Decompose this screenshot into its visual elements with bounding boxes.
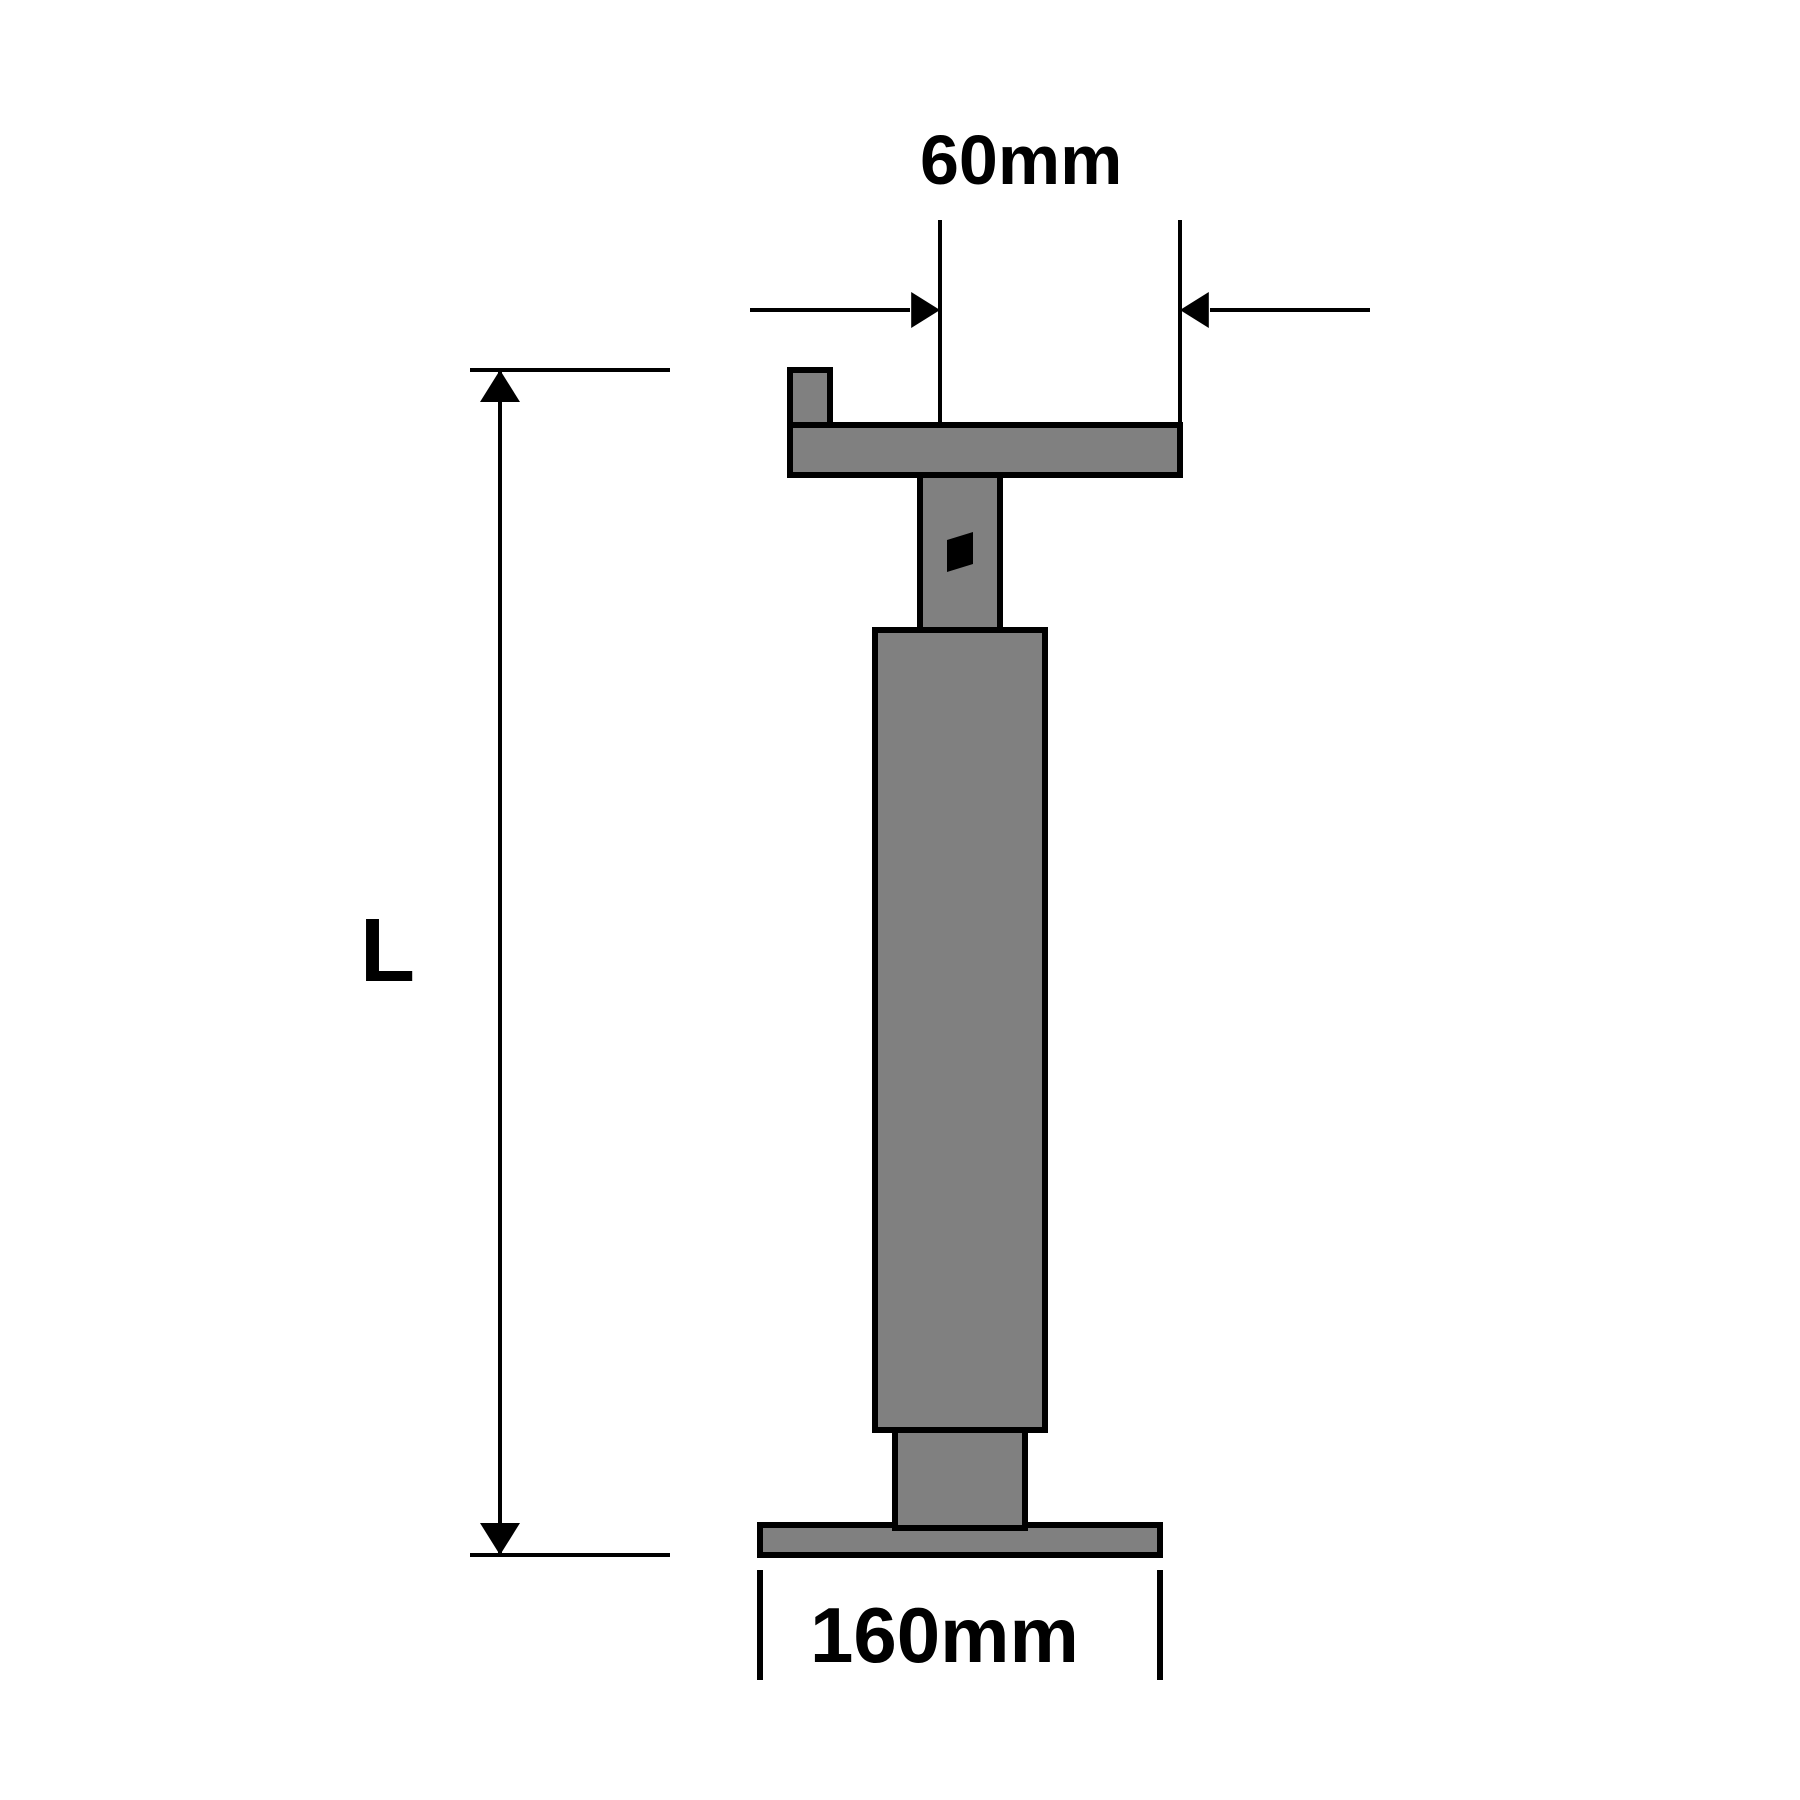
dimension-label-top-width: 60mm bbox=[920, 120, 1122, 200]
diagram-canvas: 60mm 160mm L bbox=[0, 0, 1800, 1800]
dimension-label-bottom-width: 160mm bbox=[810, 1590, 1079, 1681]
diagram-svg bbox=[0, 0, 1800, 1800]
dimension-label-height: L bbox=[360, 900, 415, 1003]
